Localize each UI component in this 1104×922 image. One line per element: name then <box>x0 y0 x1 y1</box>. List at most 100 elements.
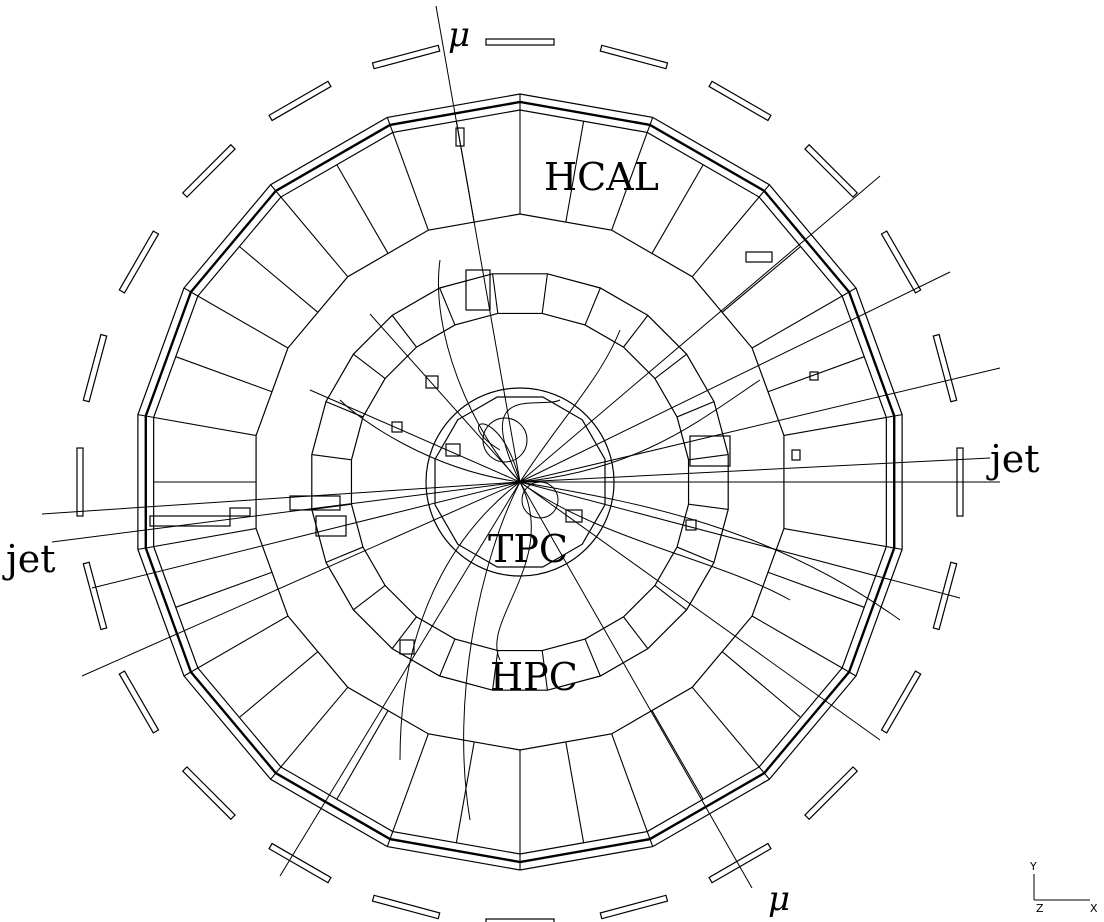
hcal-sub-line <box>239 651 319 718</box>
hcal-sector-line <box>611 733 654 847</box>
hcal-sector-line <box>183 615 289 677</box>
muon-chamber <box>268 80 332 122</box>
muon-chamber <box>181 143 236 198</box>
muon-chamber <box>82 561 108 631</box>
hcal-sub-line <box>565 121 585 223</box>
muon-chamber <box>371 44 441 70</box>
hcal-sub-line <box>767 571 865 608</box>
muon-chamber <box>485 38 555 46</box>
particle-tracks <box>41 5 1001 889</box>
track-line <box>279 481 521 877</box>
muon-chamber <box>118 230 160 294</box>
hcal-sector-line <box>270 184 349 278</box>
hcal-sub-line <box>455 741 475 843</box>
track-line <box>309 389 521 483</box>
track-curve <box>519 329 621 483</box>
calorimeter-hit <box>689 435 731 467</box>
hcal-label: HCAL <box>544 155 659 199</box>
muon-chamber <box>599 894 669 920</box>
track-line <box>51 481 521 543</box>
calorimeter-hit <box>565 509 583 523</box>
track-curve <box>496 481 532 661</box>
hpc-module-line <box>676 401 715 418</box>
calorimeter-hit <box>315 515 347 537</box>
hcal-sector-line <box>691 184 770 278</box>
hpc-module-line <box>492 650 499 691</box>
axis-y-label: Y <box>1029 860 1037 873</box>
hcal-sector-line <box>137 527 257 550</box>
hcal-sector-line <box>183 287 289 349</box>
muon-chamber <box>804 766 859 821</box>
muon-chamber <box>371 894 441 920</box>
hpc-module-line <box>391 616 417 649</box>
track-curve <box>519 481 791 601</box>
muon-chamber <box>880 670 922 734</box>
hcal-sector-line <box>783 414 903 437</box>
track-curve <box>501 399 561 483</box>
hcal-sector-line <box>751 287 857 349</box>
hcal-sub-line <box>651 710 704 800</box>
calorimeter-hit <box>149 515 231 527</box>
track-line <box>435 5 521 483</box>
calorimeter-hit <box>745 251 773 263</box>
hcal-sub-line <box>175 356 273 393</box>
tpc-sectors <box>434 396 606 568</box>
muon-chamber <box>804 143 859 198</box>
hpc-module-line <box>492 273 499 314</box>
calorimeter-hit <box>809 371 819 381</box>
hcal-sub-line <box>175 571 273 608</box>
calorimeter-hit <box>445 443 461 457</box>
hpc-module-line <box>623 315 649 348</box>
track-line <box>519 175 881 483</box>
calorimeter-hit <box>391 421 403 433</box>
muon-chambers <box>76 38 964 922</box>
muon-chamber <box>485 918 555 922</box>
muon-chamber <box>599 44 669 70</box>
track-line <box>91 481 521 589</box>
hpc-module-line <box>654 353 687 379</box>
hcal-sector-line <box>386 117 429 231</box>
muon-chamber <box>708 80 772 122</box>
hcal-sector-line <box>691 686 770 780</box>
energy-deposits <box>149 127 819 655</box>
looping-track <box>482 417 528 463</box>
hcal-sector-line <box>270 686 349 780</box>
hpc-module-line <box>311 503 352 510</box>
track-curve <box>463 481 521 821</box>
hpc-module-line <box>541 650 548 691</box>
track-line <box>519 481 881 741</box>
hcal-sub-line <box>767 356 865 393</box>
track-curve <box>339 399 521 483</box>
muon-chamber <box>932 561 958 631</box>
tpc-label: TPC <box>488 527 568 571</box>
calorimeter-hit <box>791 449 801 461</box>
calorimeter-hit <box>425 375 439 389</box>
muon-chamber <box>708 842 772 884</box>
hcal-sector-line <box>137 414 257 437</box>
hcal-sub-line <box>565 741 585 843</box>
track-line <box>519 271 951 483</box>
muon-chamber <box>82 333 108 403</box>
hcal-sector-line <box>386 733 429 847</box>
hpc-module-line <box>439 287 456 326</box>
calorimeter-hit <box>289 495 341 511</box>
hcal-sub-line <box>651 164 704 254</box>
track-line <box>81 481 521 677</box>
calorimeter-hit <box>685 519 697 531</box>
hpc-module-line <box>688 503 729 510</box>
hpc-module-line <box>391 315 417 348</box>
hcal-sub-line <box>721 651 801 718</box>
track-curve <box>438 259 521 483</box>
looping-track <box>521 481 559 519</box>
muon-top-label: μ <box>448 15 470 55</box>
hpc-module-line <box>584 287 601 326</box>
hcal-sub-line <box>336 710 389 800</box>
hpc-module-line <box>541 273 548 314</box>
track-curve <box>478 423 521 483</box>
axis-indicator: Y Z X <box>1029 860 1098 915</box>
hpc-module-line <box>584 638 601 677</box>
muon-chamber <box>118 670 160 734</box>
track-line <box>519 457 991 483</box>
muon-chamber <box>181 766 236 821</box>
